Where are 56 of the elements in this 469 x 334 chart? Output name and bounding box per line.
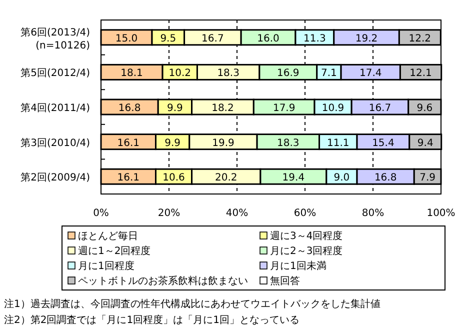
data-label: 10.9: [322, 103, 344, 114]
data-label: 15.4: [372, 138, 394, 149]
data-label: 16.8: [374, 172, 397, 184]
data-label: 9.9: [164, 138, 181, 149]
x-tick-label: 0%: [93, 208, 109, 219]
data-label: 19.9: [212, 138, 234, 149]
x-tick-label: 20%: [158, 208, 180, 219]
data-label: 18.3: [217, 68, 240, 80]
data-label: 18.1: [120, 68, 143, 80]
data-label: 19.2: [355, 33, 378, 44]
data-label: 16.0: [257, 33, 280, 44]
data-label: 18.3: [277, 138, 300, 149]
data-label: 12.2: [408, 33, 432, 44]
data-label: 10.6: [162, 172, 185, 184]
data-label: 16.9: [277, 68, 300, 80]
data-label: 16.7: [368, 103, 392, 114]
x-tick-label: 80%: [362, 208, 384, 219]
x-tick-label: 100%: [426, 208, 456, 219]
data-label: 9.6: [416, 103, 433, 114]
data-label: 20.2: [214, 172, 238, 184]
data-label: 16.7: [202, 33, 224, 44]
data-label: 7.9: [420, 172, 436, 184]
text: 注2）第2回調査では「月に1回程度」は「月に1回」となっている: [4, 314, 300, 326]
data-label: 11.1: [327, 138, 350, 149]
x-tick-label: 40%: [226, 208, 248, 219]
data-label: 9.0: [334, 172, 350, 184]
text: 注1）過去調査は、今回調査の性年代構成比にあわせてウエイトバックをした集計値: [4, 298, 380, 310]
legend-label: 週に3～4回程度: [270, 230, 343, 242]
data-label: 17.4: [359, 68, 382, 80]
y-tick-label: 第4回(2011/4): [20, 102, 90, 114]
legend-label: 月に1回未満: [270, 260, 326, 272]
legend-label: ほとんど毎日: [78, 230, 138, 242]
legend-label: 月に2～3回程度: [270, 245, 343, 257]
legend-label: 無回答: [270, 275, 300, 287]
data-label: 9.9: [166, 103, 183, 114]
x-tick-label: 60%: [294, 208, 316, 219]
legend-label: ペットボトルのお茶系飲料は飲まない: [78, 275, 248, 287]
y-tick-label: 第5回(2012/4): [20, 67, 90, 80]
legend-label: 月に1回程度: [78, 260, 134, 272]
data-label: 16.1: [117, 172, 140, 184]
data-label: 11.3: [304, 33, 326, 44]
data-label: 15.0: [115, 33, 138, 44]
data-label: 17.9: [272, 103, 296, 114]
data-label: 16.1: [117, 138, 140, 149]
data-label: 18.2: [212, 103, 234, 114]
data-label: 19.4: [282, 172, 305, 184]
data-label: 12.1: [410, 68, 432, 80]
data-label: 7.1: [321, 68, 337, 80]
y-tick-label: 第6回(2013/4) (n=10126): [20, 26, 90, 52]
legend-label: 週に1～2回程度: [78, 245, 151, 257]
data-label: 10.2: [168, 68, 192, 80]
data-label: 9.5: [160, 33, 176, 44]
data-label: 9.4: [417, 138, 434, 149]
data-label: 16.8: [118, 103, 141, 114]
y-tick-label: 第3回(2010/4): [20, 136, 90, 149]
y-tick-label: 第2回(2009/4): [20, 172, 90, 184]
